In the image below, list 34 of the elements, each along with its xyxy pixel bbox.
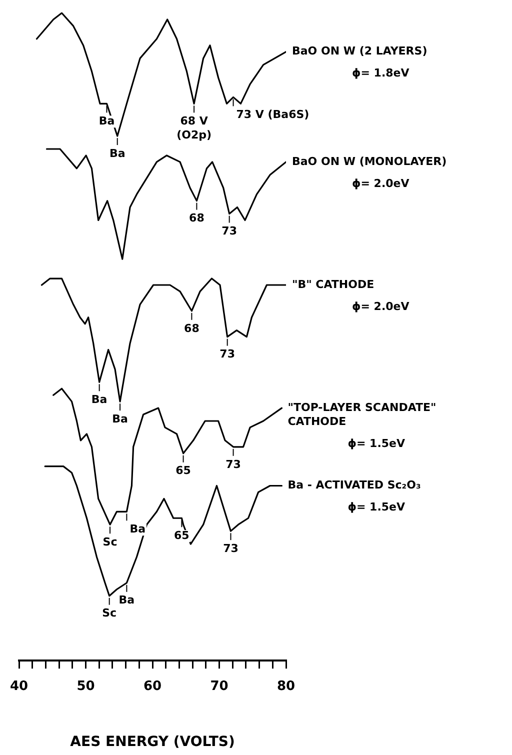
annotation: 73 V (Ba6S) — [236, 108, 310, 122]
x-tick-label: 50 — [76, 678, 95, 694]
annotation: Sc — [102, 535, 118, 548]
annotation: 73 — [220, 348, 235, 361]
annotation: 73 — [222, 224, 237, 238]
annotation: Ba — [109, 146, 126, 160]
annotation: Sc — [102, 606, 117, 620]
annotation: Ba — [98, 114, 115, 128]
annotation: 68 — [184, 322, 200, 335]
x-tick-label: 70 — [210, 678, 228, 694]
text: ϕ= 1.5eV — [348, 500, 406, 514]
annotation: Ba — [91, 392, 108, 406]
annotation: Ba — [130, 522, 146, 536]
text: ϕ= 1.8eV — [352, 66, 410, 80]
annotation: 73 — [223, 542, 238, 555]
annotation: 65 — [176, 464, 191, 478]
annotation: 68 V (O2p) — [176, 114, 212, 142]
text: ϕ= 1.5eV — [348, 436, 406, 450]
annotation: Ba — [112, 412, 128, 426]
annotation: Ba — [118, 594, 135, 607]
series-label: BaO ON W (2 LAYERS) — [292, 44, 428, 58]
x-tick-label: 80 — [276, 678, 296, 694]
annotation: 65 — [174, 528, 190, 542]
series-label: BaO ON W (MONOLAYER) — [292, 154, 447, 168]
series-label: Ba - ACTIVATED Sc₂O₃ — [288, 478, 421, 492]
text: ϕ= 2.0eV — [352, 176, 410, 190]
series-label: "TOP-LAYER SCANDATE" CATHODE — [288, 400, 436, 428]
x-tick-label: 40 — [10, 678, 28, 694]
x-tick-label: 60 — [143, 678, 162, 694]
annotation: 73 — [226, 458, 241, 471]
text: ϕ= 2.0eV — [352, 300, 410, 313]
x-axis-title: AES ENERGY (VOLTS) — [70, 734, 235, 750]
annotation: 68 — [189, 212, 204, 225]
series-label: "B" CATHODE — [292, 278, 374, 291]
